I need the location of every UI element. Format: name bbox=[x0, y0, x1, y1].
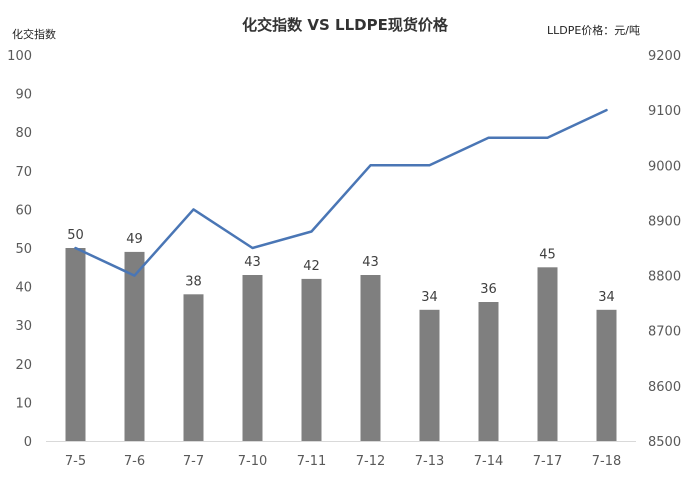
x-tick-label: 7-10 bbox=[238, 454, 268, 469]
bar-7-12 bbox=[360, 275, 381, 441]
bar-value-label: 45 bbox=[539, 247, 556, 262]
left-tick-label: 70 bbox=[15, 165, 32, 180]
x-tick-label: 7-17 bbox=[533, 454, 563, 469]
x-tick-label: 7-13 bbox=[415, 454, 445, 469]
bar-7-6 bbox=[124, 251, 145, 441]
bar-value-label: 34 bbox=[598, 290, 615, 305]
left-tick-label: 10 bbox=[15, 396, 32, 411]
bar-value-label: 43 bbox=[362, 255, 379, 270]
bar-7-17 bbox=[537, 267, 558, 441]
left-tick-label: 80 bbox=[15, 126, 32, 141]
chart-title: 化交指数 VS LLDPE现货价格 bbox=[242, 16, 449, 34]
right-axis-caption: LLDPE价格：元/吨 bbox=[547, 23, 640, 37]
bar-value-label: 36 bbox=[480, 282, 497, 297]
x-axis-ticks: 7-5 7-6 7-7 7-10 7-11 7-12 7-13 7-14 7-17 7-18 bbox=[65, 454, 621, 469]
left-tick-label: 20 bbox=[15, 358, 32, 373]
bar-series bbox=[65, 248, 617, 441]
left-axis-ticks: 0 10 20 30 40 50 60 70 80 90 100 bbox=[7, 49, 32, 450]
x-tick-label: 7-6 bbox=[124, 454, 145, 469]
bar-7-5 bbox=[65, 248, 86, 441]
line-series bbox=[74, 108, 608, 277]
left-tick-label: 50 bbox=[15, 242, 32, 257]
bar-value-label: 42 bbox=[303, 259, 320, 274]
x-tick-label: 7-11 bbox=[297, 454, 327, 469]
bar-value-label: 34 bbox=[421, 290, 438, 305]
x-tick-label: 7-7 bbox=[183, 454, 204, 469]
right-tick-label: 8700 bbox=[648, 325, 681, 340]
right-tick-label: 9000 bbox=[648, 159, 681, 174]
x-tick-label: 7-12 bbox=[356, 454, 386, 469]
left-tick-label: 30 bbox=[15, 319, 32, 334]
bar-value-label: 43 bbox=[244, 255, 261, 270]
bar-value-label: 38 bbox=[185, 274, 202, 289]
bar-7-14 bbox=[478, 302, 499, 441]
left-tick-label: 100 bbox=[7, 49, 32, 64]
x-tick-label: 7-18 bbox=[592, 454, 622, 469]
right-tick-label: 8500 bbox=[648, 435, 681, 450]
bar-value-label: 49 bbox=[126, 232, 143, 247]
bar-7-7 bbox=[183, 294, 204, 441]
x-tick-label: 7-5 bbox=[65, 454, 86, 469]
right-tick-label: 8800 bbox=[648, 270, 681, 285]
x-tick-label: 7-14 bbox=[474, 454, 504, 469]
bar-7-11 bbox=[301, 278, 322, 441]
right-tick-label: 9200 bbox=[648, 49, 681, 64]
left-tick-label: 40 bbox=[15, 281, 32, 296]
left-axis-caption: 化交指数 bbox=[12, 27, 56, 41]
price-line bbox=[74, 108, 608, 277]
bar-7-18 bbox=[596, 309, 617, 441]
left-tick-label: 90 bbox=[15, 88, 32, 103]
bar-value-label: 50 bbox=[67, 228, 84, 243]
right-tick-label: 8900 bbox=[648, 214, 681, 229]
data-labels: 50 49 38 43 42 43 34 36 45 34 bbox=[67, 228, 615, 305]
bar-7-10 bbox=[242, 275, 263, 441]
left-tick-label: 0 bbox=[24, 435, 32, 450]
right-axis-ticks: 8500 8600 8700 8800 8900 9000 9100 9200 bbox=[648, 49, 681, 450]
bar-7-13 bbox=[419, 309, 440, 441]
right-tick-label: 8600 bbox=[648, 380, 681, 395]
right-tick-label: 9100 bbox=[648, 104, 681, 119]
left-tick-label: 60 bbox=[15, 203, 32, 218]
